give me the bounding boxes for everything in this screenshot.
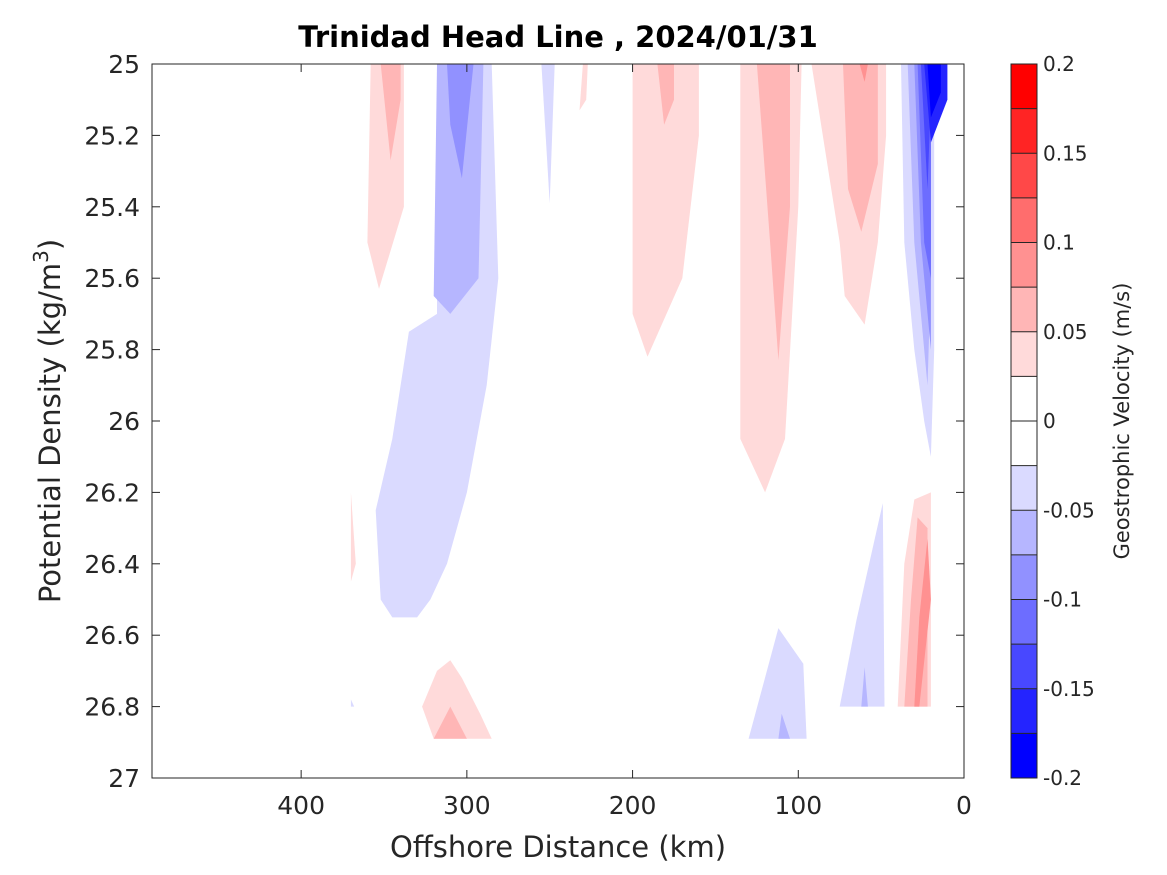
colorbar-segment	[1011, 733, 1037, 779]
colorbar-label: Geostrophic Velocity (m/s)	[1110, 283, 1134, 560]
colorbar-tick-label: -0.05	[1043, 498, 1095, 522]
y-axis-label-superscript: 3	[29, 250, 53, 263]
contour-region	[657, 64, 674, 125]
contour-region	[839, 503, 885, 707]
colorbar-segment	[1011, 331, 1037, 377]
velocity-contours	[350, 64, 948, 739]
contour-region	[778, 713, 790, 739]
x-tick-label: 100	[774, 791, 822, 820]
colorbar	[1011, 64, 1037, 779]
colorbar-tick-label: 0.1	[1043, 231, 1075, 255]
colorbar-segment	[1011, 599, 1037, 645]
x-axis-label: Offshore Distance (km)	[390, 830, 726, 864]
colorbar-tick-label: 0	[1043, 409, 1056, 433]
colorbar-segment	[1011, 64, 1037, 110]
colorbar-tick-label: 0.05	[1043, 320, 1088, 344]
y-tick-label: 25	[108, 50, 140, 79]
y-tick-label: 26.6	[84, 621, 140, 650]
colorbar-segment	[1011, 421, 1037, 467]
colorbar-segment	[1011, 510, 1037, 556]
colorbar-tick-label: -0.1	[1043, 588, 1082, 612]
colorbar-segment	[1011, 465, 1037, 511]
contour-region	[632, 64, 699, 357]
y-axis-ticks: 25 25.2 25.4 25.6 25.8 26 26.2 26.4 26.6 26.8 27	[84, 50, 964, 793]
contour-region	[433, 64, 484, 314]
y-axis-label-close: )	[33, 239, 67, 250]
y-tick-label: 26.8	[84, 693, 140, 722]
colorbar-segment	[1011, 644, 1037, 690]
contour-region	[350, 492, 356, 582]
contour-region	[541, 64, 555, 204]
colorbar-tick-label: -0.15	[1043, 677, 1095, 701]
colorbar-tick-label: -0.2	[1043, 766, 1082, 790]
contour-region	[914, 538, 931, 707]
colorbar-segment	[1011, 688, 1037, 734]
colorbar-segment	[1011, 108, 1037, 154]
y-axis-label: Potential Density (kg/m3)	[29, 239, 67, 603]
colorbar-frame	[1010, 63, 1038, 779]
x-tick-label: 0	[956, 791, 972, 820]
contour-region	[861, 667, 868, 707]
contour-region	[927, 64, 941, 118]
contour-region	[859, 64, 868, 82]
contour-region	[350, 699, 355, 707]
colorbar-tick-label: 0.2	[1043, 52, 1075, 76]
colorbar-segment	[1011, 287, 1037, 333]
contour-region	[579, 64, 588, 111]
contour-region	[748, 628, 807, 739]
contour-region	[843, 64, 878, 232]
colorbar-segment	[1011, 242, 1037, 288]
colorbar-segment	[1011, 554, 1037, 600]
colorbar-segment	[1011, 197, 1037, 243]
chart-title: Trinidad Head Line , 2024/01/31	[298, 20, 818, 54]
y-tick-label: 25.2	[84, 121, 140, 150]
y-tick-label: 26.2	[84, 478, 140, 507]
contour-region	[422, 660, 492, 739]
y-axis-label-main: Potential Density (kg/m	[33, 263, 67, 603]
x-tick-label: 400	[277, 791, 325, 820]
colorbar-segment	[1011, 376, 1037, 422]
contour-region	[756, 64, 790, 361]
colorbar-segment	[1011, 153, 1037, 199]
y-tick-label: 26	[108, 407, 140, 436]
contour-region	[447, 64, 474, 179]
y-tick-label: 27	[108, 764, 140, 793]
x-tick-label: 300	[443, 791, 491, 820]
colorbar-tick-label: 0.15	[1043, 141, 1088, 165]
contour-region	[433, 706, 467, 739]
y-tick-label: 25.8	[84, 336, 140, 365]
y-tick-label: 25.6	[84, 264, 140, 293]
contour-region	[380, 64, 401, 161]
colorbar-ticks: 0.2 0.15 0.1 0.05 0 -0.05 -0.1 -0.15 -0.2	[1043, 52, 1095, 790]
y-tick-label: 25.4	[84, 193, 140, 222]
y-tick-label: 26.4	[84, 550, 140, 579]
plot-area	[152, 64, 964, 778]
x-axis-ticks: 400 300 200 100 0	[277, 64, 972, 820]
x-tick-label: 200	[609, 791, 657, 820]
